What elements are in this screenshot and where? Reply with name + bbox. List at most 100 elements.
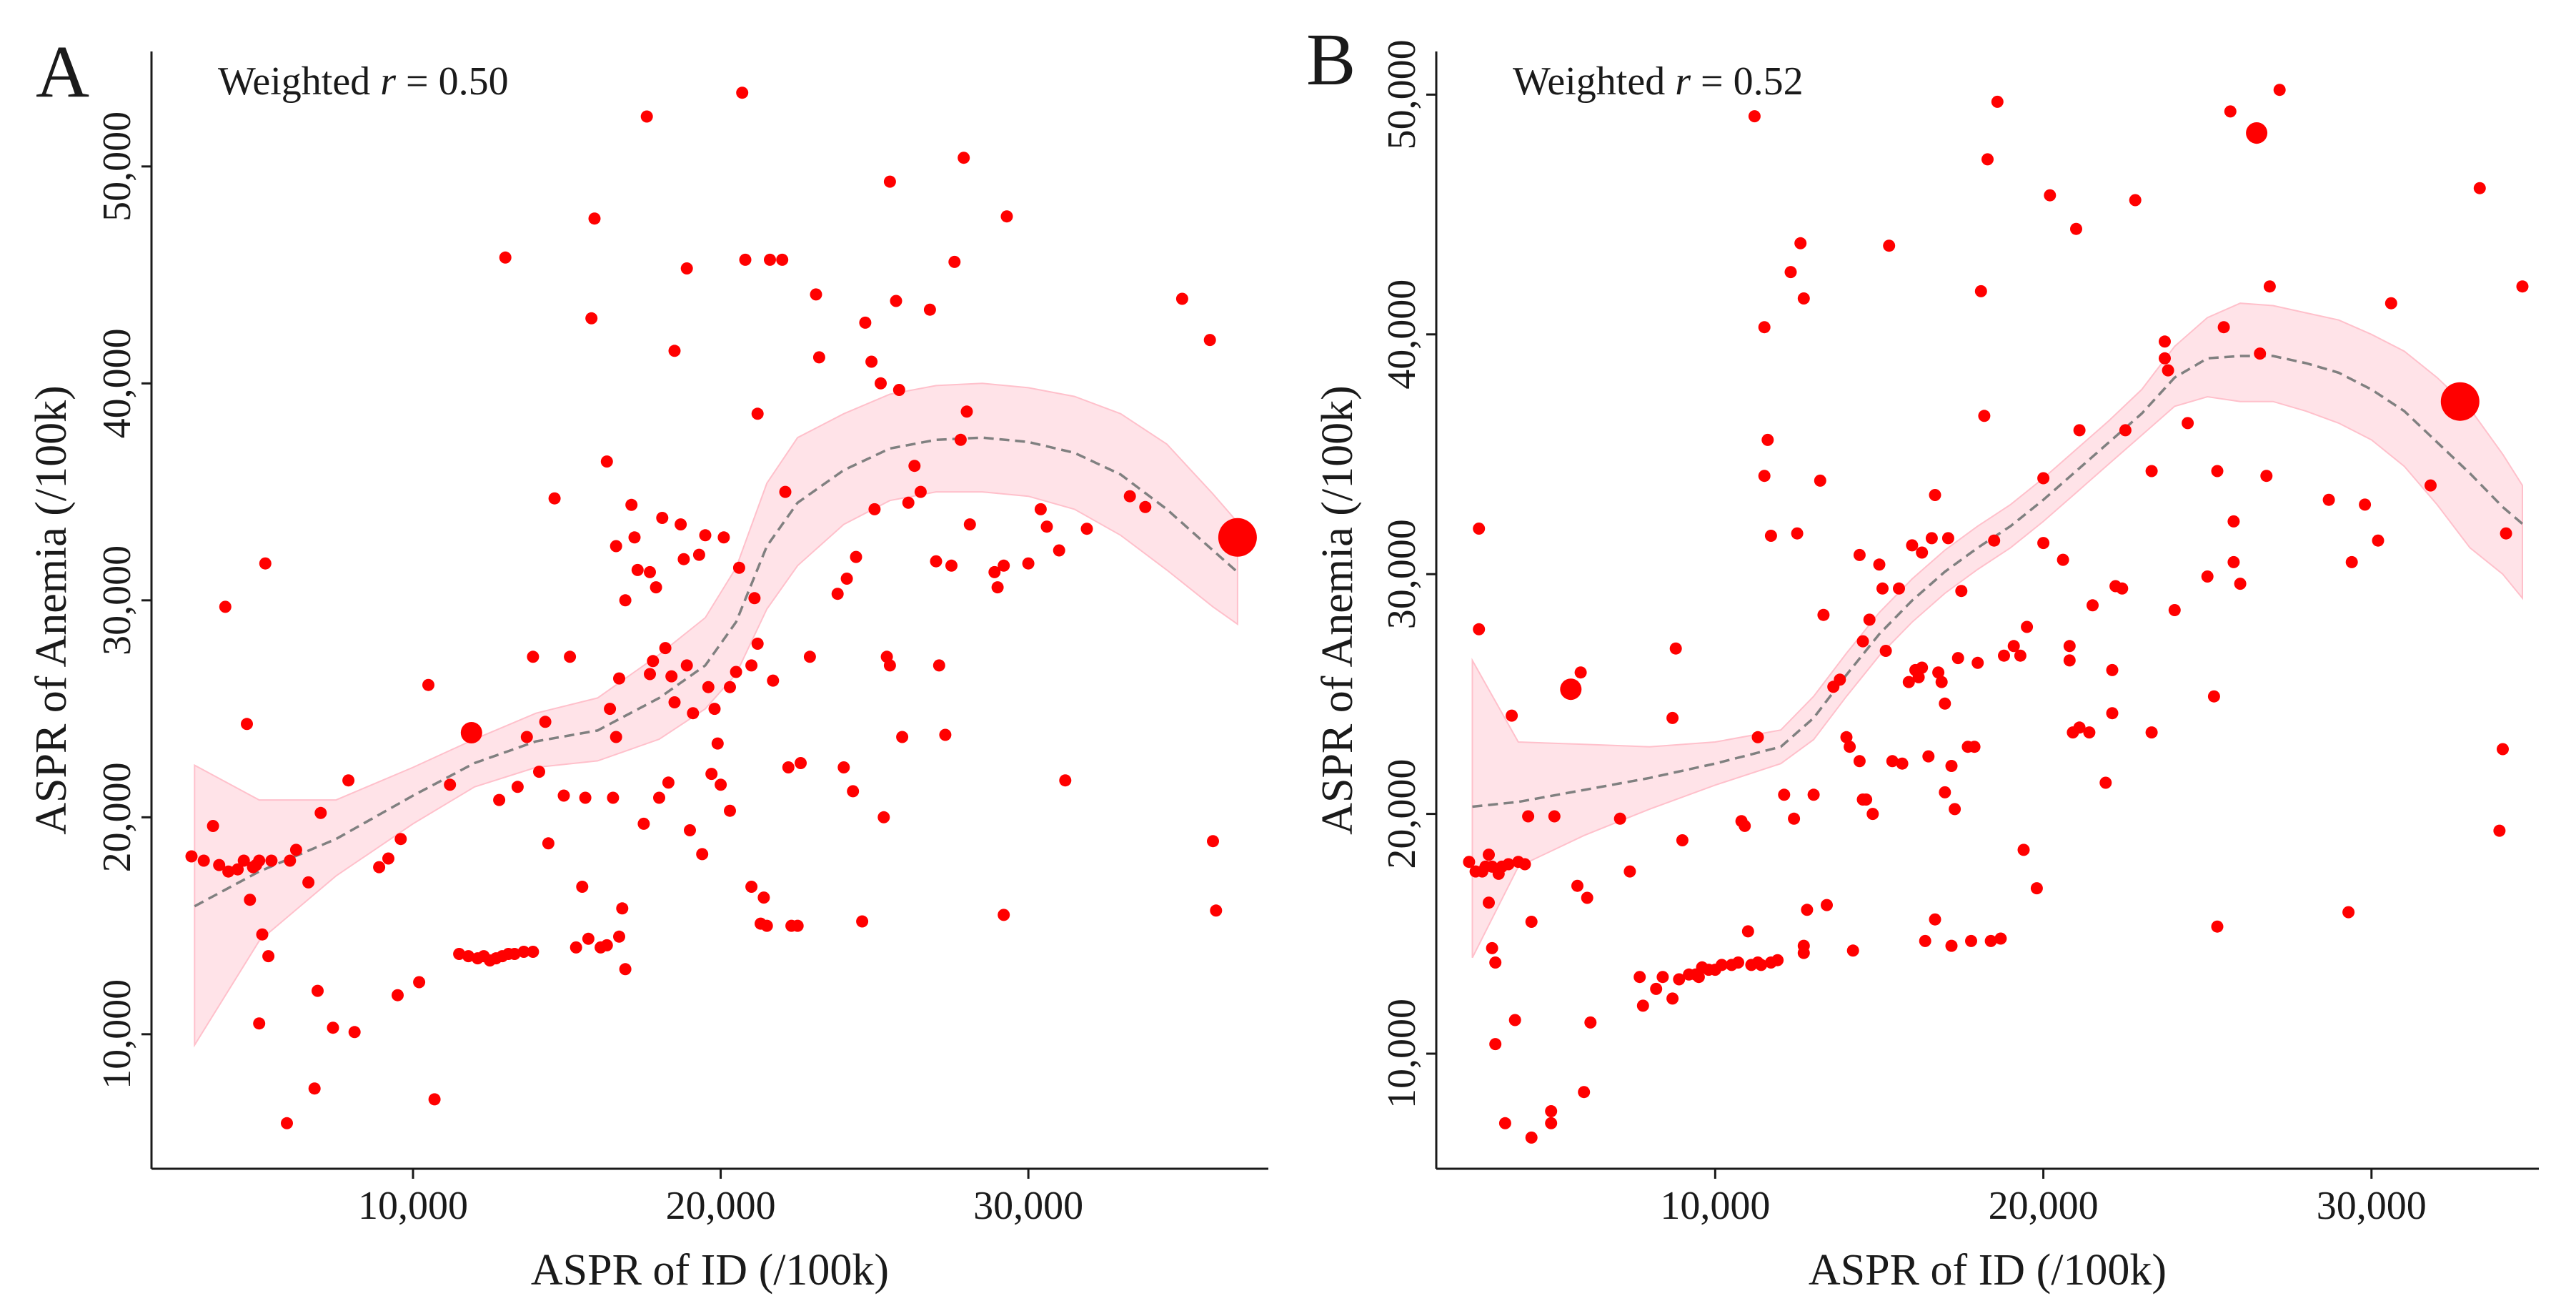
- y-ticks-a: 10,000 20,000 30,000 40,000 50,000: [95, 112, 151, 1089]
- data-point: [1498, 1117, 1511, 1129]
- data-point: [708, 703, 721, 716]
- data-point: [1853, 755, 1866, 768]
- data-point: [1981, 153, 1994, 166]
- data-point: [1916, 661, 1929, 674]
- data-point: [527, 946, 539, 958]
- y-tick-label: 10,000: [95, 979, 139, 1089]
- data-point: [2224, 105, 2237, 118]
- data-point: [1955, 585, 1968, 598]
- data-point: [610, 731, 622, 743]
- data-point: [1483, 849, 1495, 861]
- data-point: [1883, 239, 1896, 252]
- data-point: [1578, 1086, 1591, 1099]
- data-point: [2260, 470, 2273, 483]
- data-point: [314, 806, 327, 819]
- data-point: [2037, 537, 2050, 550]
- data-point: [588, 212, 601, 225]
- data-point: [600, 455, 613, 468]
- data-point: [1676, 834, 1689, 846]
- data-point: [1758, 321, 1771, 334]
- data-point: [1656, 971, 1669, 984]
- data-point: [613, 930, 625, 943]
- data-point: [877, 811, 890, 823]
- data-point: [847, 785, 860, 798]
- data-point: [1139, 500, 1152, 513]
- data-point: [520, 731, 533, 743]
- data-point: [767, 674, 780, 687]
- data-point: [831, 588, 844, 600]
- data-point: [837, 761, 850, 773]
- data-point: [2159, 335, 2171, 348]
- fit-line-b: [1472, 355, 2524, 808]
- annotation-prefix: Weighted: [1513, 59, 1675, 104]
- data-point: [960, 405, 973, 418]
- data-point: [644, 668, 656, 681]
- data-point: [1879, 645, 1892, 657]
- data-point: [1771, 954, 1784, 966]
- data-point: [896, 731, 909, 743]
- data-point: [2254, 347, 2267, 360]
- data-point: [2384, 297, 2397, 310]
- data-point: [607, 791, 620, 804]
- data-point: [696, 848, 709, 861]
- data-point: [348, 1026, 361, 1039]
- data-point: [1506, 709, 1518, 722]
- data-point: [460, 722, 482, 743]
- data-point: [2162, 364, 2174, 377]
- data-point: [776, 253, 789, 266]
- data-point: [1764, 530, 1777, 542]
- data-point: [2227, 555, 2240, 568]
- data-point: [1991, 95, 2004, 108]
- data-point: [637, 817, 650, 830]
- data-point: [619, 594, 632, 607]
- data-point: [757, 891, 770, 904]
- data-point: [998, 559, 1010, 572]
- data-point: [619, 963, 632, 976]
- data-point: [2207, 690, 2220, 703]
- annotation-prefix: Weighted: [218, 59, 380, 104]
- data-point: [2440, 382, 2480, 421]
- data-point: [2007, 640, 2020, 653]
- data-point: [1788, 812, 1801, 825]
- data-point: [724, 681, 736, 693]
- data-point: [1971, 656, 1984, 669]
- data-point: [650, 581, 662, 594]
- data-point: [711, 737, 724, 750]
- annotation-a: Weighted r = 0.50: [218, 59, 509, 104]
- data-point: [1473, 523, 1486, 535]
- data-point: [1175, 292, 1188, 305]
- data-point: [2106, 707, 2119, 720]
- y-tick-label: 40,000: [95, 328, 139, 438]
- data-point: [2014, 649, 2027, 662]
- data-point: [1951, 652, 1964, 665]
- data-point: [1945, 760, 1958, 772]
- data-point: [327, 1021, 339, 1034]
- data-point: [644, 565, 656, 578]
- data-point: [1863, 613, 1876, 626]
- data-point: [1949, 803, 1961, 816]
- data-point: [312, 984, 324, 997]
- data-point: [883, 175, 896, 188]
- data-point: [527, 650, 539, 663]
- data-point: [1817, 608, 1830, 621]
- data-point: [508, 948, 521, 960]
- data-point: [259, 557, 272, 570]
- data-point: [1751, 731, 1764, 743]
- y-tick-label: 40,000: [1380, 279, 1424, 390]
- data-point: [1732, 956, 1744, 969]
- data-point: [1778, 788, 1791, 801]
- data-point: [732, 561, 745, 574]
- x-tick-label: 30,000: [2317, 1184, 2427, 1228]
- data-point: [1483, 896, 1495, 909]
- data-point: [856, 915, 869, 928]
- data-point: [564, 650, 577, 663]
- data-point: [548, 492, 561, 505]
- data-point: [628, 531, 641, 544]
- data-point: [751, 407, 764, 420]
- data-point: [1040, 520, 1053, 533]
- data-point: [1846, 944, 1859, 957]
- data-point: [2201, 570, 2214, 583]
- data-point: [945, 559, 958, 572]
- data-point: [2473, 182, 2486, 194]
- data-point: [2037, 472, 2050, 485]
